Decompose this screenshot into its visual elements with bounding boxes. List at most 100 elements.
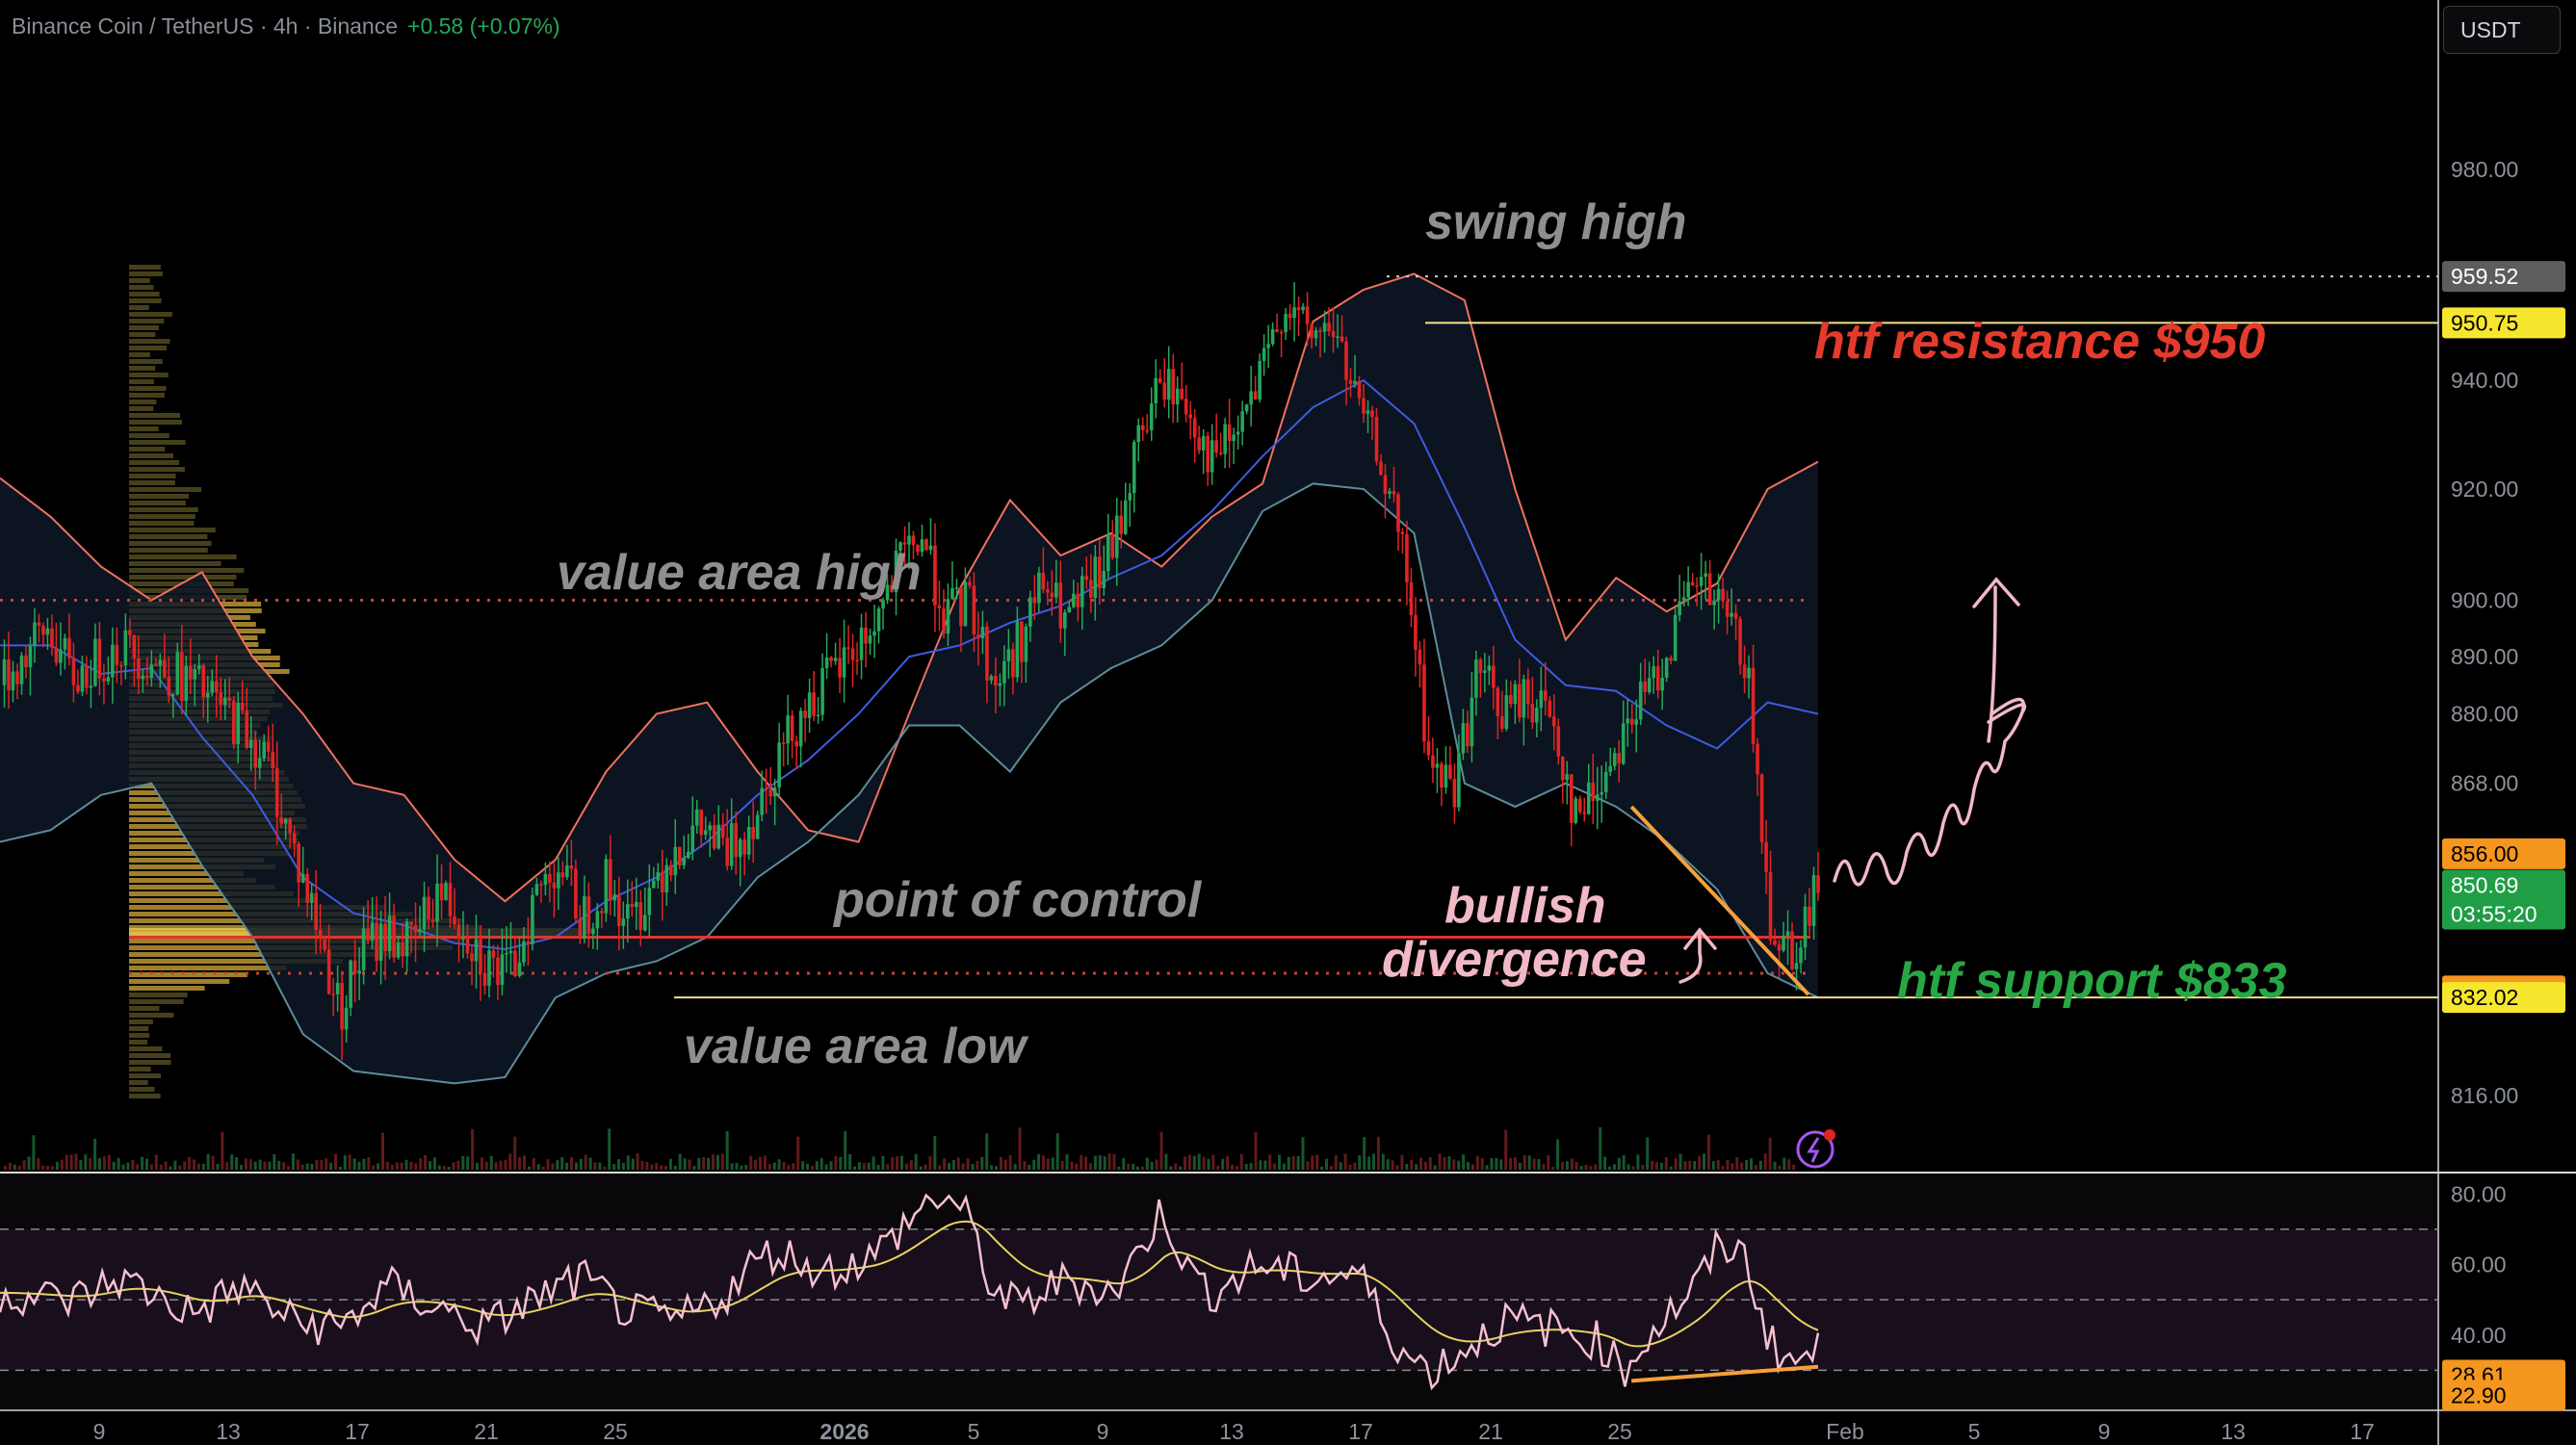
candle-body	[305, 873, 309, 903]
volume-bar	[1334, 1155, 1338, 1170]
volume-profile-bar	[129, 858, 265, 863]
volume-bar	[1532, 1158, 1536, 1170]
volume-bar	[1122, 1158, 1126, 1170]
volume-bar	[149, 1164, 153, 1170]
volume-bar	[900, 1155, 903, 1170]
candle-body	[668, 864, 673, 876]
candle-body	[1803, 906, 1808, 948]
candle-body	[638, 902, 643, 931]
volume-profile-bar	[129, 999, 184, 1004]
volume-bar	[1367, 1156, 1371, 1170]
candle-body	[1707, 573, 1712, 606]
candle-body	[1357, 380, 1362, 399]
price-label-box	[2442, 307, 2565, 339]
candle-body	[1448, 764, 1452, 779]
candle-body	[1725, 601, 1730, 617]
volume-bar	[1787, 1159, 1791, 1170]
candle-body	[262, 741, 267, 759]
candle-body	[1206, 435, 1210, 473]
candle-body	[1140, 425, 1145, 430]
candle-body	[274, 767, 279, 817]
volume-bar	[1376, 1136, 1380, 1170]
candle-body	[1629, 718, 1634, 725]
candle-body	[283, 818, 288, 824]
volume-bar	[961, 1163, 965, 1170]
volume-bar	[84, 1154, 88, 1170]
price-axis-tick: 880.00	[2451, 702, 2518, 727]
candle-body	[1218, 452, 1223, 454]
candle-body	[1655, 666, 1660, 691]
volume-bar	[27, 1156, 31, 1170]
volume-bar	[1631, 1166, 1635, 1170]
candle-body	[794, 740, 798, 747]
time-axis-tick: 13	[2221, 1419, 2246, 1444]
volume-bar	[1698, 1155, 1702, 1170]
volume-bar	[1325, 1158, 1328, 1170]
candle-body	[188, 665, 193, 680]
candle-body	[586, 896, 591, 935]
volume-profile-bar	[129, 871, 244, 876]
candle-body	[1716, 588, 1721, 601]
candle-body	[141, 675, 145, 680]
volume-bar	[8, 1162, 12, 1170]
candle-body	[1522, 679, 1526, 718]
candle-body	[1322, 323, 1327, 332]
candle-body	[1742, 664, 1747, 679]
candle-body	[1582, 812, 1587, 814]
volume-bar	[1495, 1157, 1498, 1170]
volume-bar	[452, 1162, 455, 1170]
candle-body	[1712, 600, 1716, 606]
volume-bar	[1612, 1164, 1616, 1170]
candle-body	[1603, 771, 1608, 793]
candle-body	[132, 634, 137, 658]
volume-bar	[320, 1160, 324, 1170]
volume-bar	[357, 1161, 361, 1170]
price-label-text: 950.75	[2451, 310, 2518, 335]
candle-body	[1595, 794, 1600, 801]
time-axis-tick: 25	[603, 1419, 628, 1444]
volume-bar	[1683, 1161, 1687, 1170]
volume-bar	[660, 1165, 664, 1170]
candle-body	[1621, 723, 1626, 764]
candle-body	[768, 788, 772, 797]
volume-bar	[315, 1160, 319, 1170]
candle-body	[89, 685, 93, 688]
annotation-point-of-control: point of control	[832, 872, 1203, 928]
volume-bar	[221, 1131, 224, 1170]
time-axis-tick: 9	[93, 1419, 106, 1444]
volume-bar	[712, 1154, 715, 1170]
volume-bar	[749, 1155, 753, 1170]
candle-body	[924, 539, 928, 551]
candle-body	[50, 628, 54, 648]
candle-body	[331, 993, 335, 995]
volume-bar	[484, 1161, 488, 1170]
volume-bar	[248, 1159, 252, 1170]
volume-bar	[206, 1153, 210, 1170]
annotation-divergence: divergence	[1382, 932, 1647, 988]
candle-body	[422, 896, 427, 930]
candle-body	[626, 904, 630, 919]
volume-bar	[1561, 1161, 1564, 1170]
volume-bar	[725, 1131, 729, 1170]
volume-bar	[1703, 1153, 1705, 1170]
volume-bar	[853, 1166, 856, 1170]
candle-body	[366, 928, 370, 942]
volume-bar	[1207, 1158, 1210, 1170]
volume-bar	[1674, 1158, 1678, 1170]
volume-profile-bar	[129, 1046, 163, 1051]
candle-body	[1162, 382, 1167, 400]
candle-body	[344, 1007, 349, 1030]
candle-body	[340, 982, 344, 1030]
volume-bar	[1518, 1162, 1522, 1170]
price-axis-tick: 900.00	[2451, 588, 2518, 613]
currency-button[interactable]: USDT	[2443, 6, 2561, 54]
volume-profile-bar	[129, 379, 154, 384]
candle-body	[1487, 665, 1492, 671]
time-axis-tick: 5	[1968, 1419, 1981, 1444]
volume-bar	[1320, 1166, 1324, 1170]
candle-body	[222, 697, 227, 706]
symbol-header[interactable]: Binance Coin / TetherUS · 4h · Binance +0…	[12, 13, 560, 39]
candle-body	[1028, 597, 1032, 627]
volume-profile-bar	[129, 325, 160, 330]
